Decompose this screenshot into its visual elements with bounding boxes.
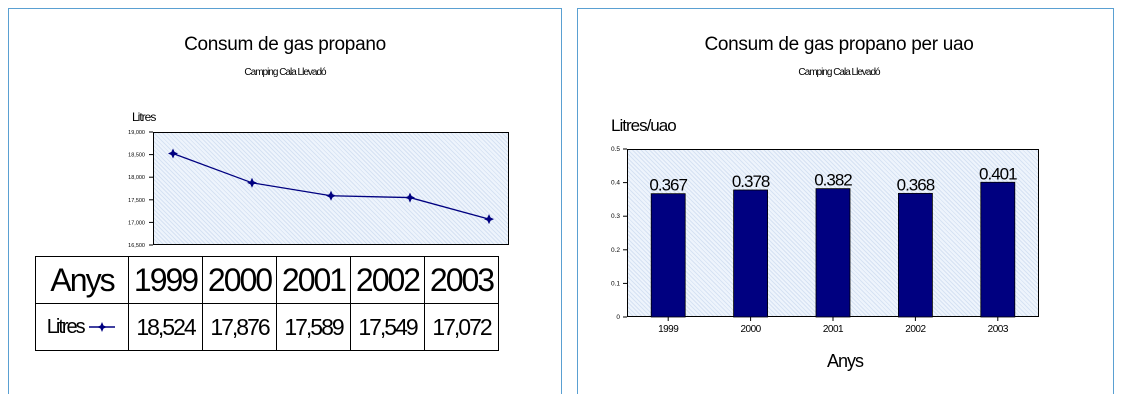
- bar-chart-value-label: 0.378: [732, 172, 770, 191]
- bar-chart-bar: [733, 189, 768, 318]
- line-chart-plot-area: [153, 132, 509, 245]
- bar-chart-ytick-label: 0.3: [611, 213, 620, 220]
- left-panel-border-right: [561, 8, 562, 394]
- table-year-cell: 2002: [350, 256, 425, 304]
- table-row-label-cell: Litres: [35, 303, 129, 351]
- bar-chart-subtitle: Camping Cala Llevadó: [798, 67, 880, 78]
- bar-chart-bar: [898, 192, 933, 318]
- right-panel-border-right: [1113, 8, 1114, 394]
- bar-chart-ytick-label: 0.2: [611, 247, 620, 254]
- table-value-cell: 17,072: [424, 303, 499, 351]
- line-chart-ytick-label: 18,000: [128, 175, 145, 181]
- table-value-cell: 17,876: [202, 303, 277, 351]
- line-chart-ytick-label: 16,500: [128, 243, 145, 249]
- line-chart-svg: 16,500 17,000 17,500 18,000 18,500 19,000: [128, 130, 494, 249]
- table-value-cell: 17,549: [350, 303, 425, 351]
- bar-chart-panel: [577, 8, 1114, 395]
- bar-chart-xtick-label: 1999: [658, 324, 679, 335]
- bar-chart-xtick-label: 2003: [988, 324, 1009, 335]
- table-row-label: Litres: [46, 315, 86, 338]
- bar-chart-xlabel: Anys: [827, 351, 864, 371]
- right-panel-border: [577, 8, 578, 394]
- table-values-row: Litres 18,524 17,876 17,589 17,549 17,07…: [35, 303, 499, 351]
- line-chart-data-table: Anys 1999 2000 2001 2002 2003 Litres 18,…: [35, 256, 499, 351]
- line-chart-point: [326, 190, 336, 201]
- line-chart-subtitle: Camping Cala Llevadó: [244, 67, 326, 78]
- bar-chart-ytick-label: 0.4: [611, 180, 620, 187]
- bar-chart-value-label: 0.382: [814, 171, 852, 190]
- bar-chart-ylabel: Litres/uao: [611, 116, 677, 135]
- line-chart-ylabel: Litres: [132, 110, 156, 124]
- bar-chart-bar: [650, 193, 686, 318]
- bar-chart-xtick-label: 2001: [823, 324, 844, 335]
- bar-chart-xtick-label: 2000: [740, 324, 761, 335]
- table-year-cell: 2001: [276, 256, 351, 304]
- line-chart-point: [405, 192, 415, 203]
- table-value-cell: 17,589: [276, 303, 351, 351]
- left-panel-border: [8, 8, 9, 394]
- legend-line-marker-icon: [89, 322, 116, 333]
- line-chart-title: Consum de gas propano: [184, 34, 386, 55]
- line-chart-ytick-label: 17,500: [128, 198, 145, 204]
- bar-chart-ytick-label: 0.1: [611, 280, 620, 287]
- line-chart-point: [168, 148, 178, 159]
- line-chart-panel: [8, 8, 561, 395]
- bar-chart-bar: [980, 181, 1016, 318]
- line-chart-point: [247, 177, 257, 188]
- line-chart-ytick-label: 17,000: [128, 220, 145, 226]
- bar-chart-title: Consum de gas propano per uao: [704, 34, 974, 55]
- bar-chart-ytick-label: 0.5: [611, 146, 620, 153]
- table-header-label: Anys: [35, 256, 129, 304]
- bar-chart-bar: [815, 188, 851, 318]
- bar-chart-value-label: 0.368: [897, 175, 935, 194]
- bar-chart-value-label: 0.367: [649, 176, 687, 195]
- line-chart-point: [484, 214, 494, 225]
- line-chart-ytick-label: 19,000: [128, 130, 145, 136]
- bar-chart-xtick-label: 2002: [905, 324, 926, 335]
- line-chart-ytick-label: 18,500: [128, 153, 145, 159]
- bar-chart-ytick-label: 0: [616, 314, 620, 321]
- bar-chart-value-label: 0.401: [979, 164, 1017, 183]
